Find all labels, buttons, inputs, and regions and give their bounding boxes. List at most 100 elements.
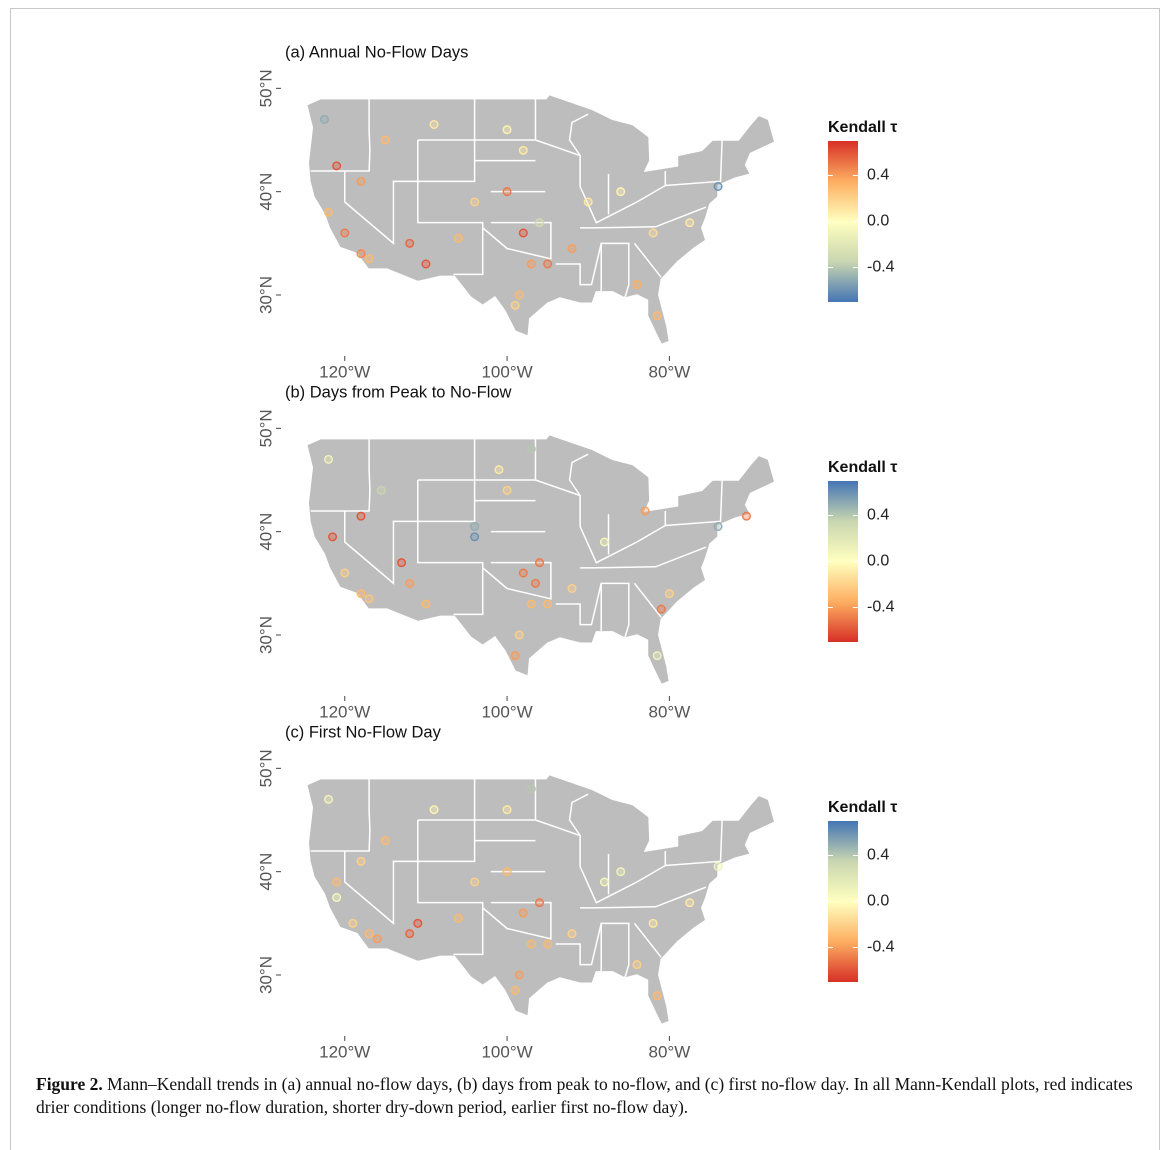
station-point	[599, 537, 609, 547]
station-point	[535, 898, 545, 908]
station-point	[332, 893, 342, 903]
station-point	[518, 228, 528, 238]
station-point	[652, 991, 662, 1001]
station-point	[526, 939, 536, 949]
station-point	[421, 599, 431, 609]
station-point	[713, 522, 723, 532]
legend-title: Kendall τ	[828, 119, 897, 136]
station-point	[421, 259, 431, 269]
legend-title: Kendall τ	[828, 459, 897, 476]
station-point	[526, 599, 536, 609]
colorbar-tick-label: 0.0	[867, 893, 889, 910]
station-point	[583, 197, 593, 207]
y-tick-label: 50°N	[256, 409, 275, 447]
station-point	[356, 589, 366, 599]
station-point	[405, 578, 415, 588]
station-point	[470, 522, 480, 532]
station-point	[502, 125, 512, 135]
station-point	[413, 918, 423, 928]
station-point	[567, 243, 577, 253]
station-point	[470, 197, 480, 207]
colorbar-tick-label: 0.4	[867, 167, 889, 184]
state-border	[310, 98, 371, 172]
y-tick-label: 30°N	[256, 276, 275, 314]
station-point	[328, 532, 338, 542]
y-tick-label: 30°N	[256, 616, 275, 654]
state-border	[555, 582, 630, 639]
station-point	[648, 228, 658, 238]
colorbar-tick-label: -0.4	[867, 259, 895, 276]
x-tick-label: 80°W	[648, 702, 690, 721]
state-border	[580, 886, 707, 909]
y-tick-label: 50°N	[256, 749, 275, 787]
station-point	[741, 511, 751, 521]
station-point	[502, 805, 512, 815]
station-point	[453, 913, 463, 923]
station-point	[632, 960, 642, 970]
station-point	[514, 290, 524, 300]
state-border	[482, 561, 552, 600]
state-border	[633, 582, 662, 618]
station-point	[526, 444, 536, 454]
station-point	[518, 908, 528, 918]
station-point	[324, 207, 334, 217]
station-point	[518, 568, 528, 578]
state-border	[555, 922, 630, 979]
station-point	[332, 877, 342, 887]
x-tick-label: 120°W	[319, 702, 370, 721]
state-border	[568, 453, 589, 496]
station-point	[502, 187, 512, 197]
y-tick-label: 30°N	[256, 956, 275, 994]
station-point	[685, 898, 695, 908]
station-point	[543, 939, 553, 949]
station-point	[616, 867, 626, 877]
station-point	[656, 604, 666, 614]
station-point	[429, 805, 439, 815]
station-point	[526, 784, 536, 794]
station-point	[685, 218, 695, 228]
station-point	[380, 135, 390, 145]
station-point	[713, 862, 723, 872]
y-tick-label: 40°N	[256, 173, 275, 211]
state-border	[665, 479, 723, 527]
station-point	[640, 506, 650, 516]
station-point	[599, 877, 609, 887]
station-point	[652, 311, 662, 321]
station-point	[518, 145, 528, 155]
station-point	[510, 651, 520, 661]
station-point	[340, 568, 350, 578]
state-border	[473, 778, 537, 821]
colorbar-tick-label: 0.4	[867, 507, 889, 524]
station-point	[648, 918, 658, 928]
station-point	[356, 176, 366, 186]
y-tick-label: 50°N	[256, 69, 275, 107]
state-border	[473, 438, 537, 481]
state-border	[344, 480, 419, 585]
station-point	[535, 558, 545, 568]
colorbar-tick-label: 0.4	[867, 847, 889, 864]
station-point	[364, 254, 374, 264]
state-border	[417, 479, 484, 616]
x-tick-label: 80°W	[648, 1042, 690, 1061]
station-point	[502, 485, 512, 495]
state-border	[417, 819, 484, 956]
state-border	[310, 438, 371, 512]
station-point	[502, 867, 512, 877]
caption: Figure 2. Mann–Kendall trends in (a) ann…	[36, 1073, 1146, 1119]
state-border	[344, 820, 419, 925]
station-point	[567, 584, 577, 594]
state-border	[417, 139, 484, 276]
station-point	[664, 589, 674, 599]
station-point	[372, 934, 382, 944]
station-point	[376, 485, 386, 495]
panel-title: (b) Days from Peak to No-Flow	[285, 383, 512, 401]
station-point	[364, 929, 374, 939]
state-border	[310, 778, 371, 852]
caption-text: Mann–Kendall trends in (a) annual no-flo…	[36, 1074, 1133, 1117]
state-border	[580, 546, 707, 569]
station-point	[380, 836, 390, 846]
station-point	[429, 119, 439, 129]
state-border	[580, 206, 707, 229]
